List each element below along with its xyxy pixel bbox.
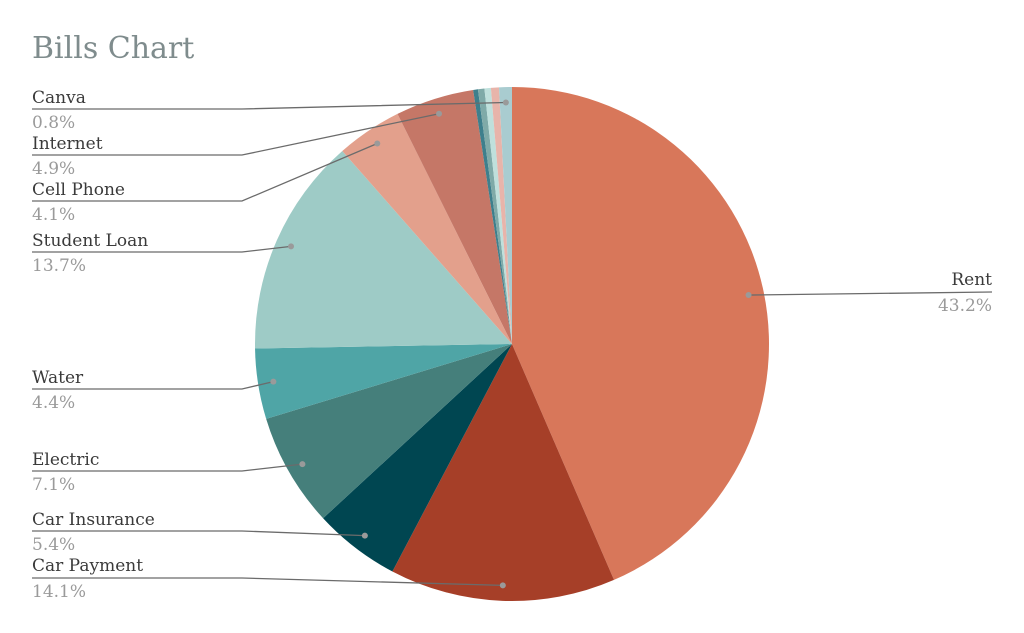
pie-slice-water bbox=[255, 344, 512, 419]
pie-slice-car-insurance bbox=[323, 344, 512, 572]
slice-label: Student Loan bbox=[32, 231, 148, 251]
pie-slice-unlabeled-11 bbox=[490, 87, 512, 344]
pie-slice-student-loan bbox=[255, 151, 513, 349]
slice-label: Internet bbox=[32, 134, 103, 154]
leader-line bbox=[748, 291, 993, 296]
pie-slice-canva bbox=[498, 87, 512, 344]
pie-slice-internet bbox=[397, 89, 512, 344]
slice-percent-label: 0.8% bbox=[32, 113, 75, 133]
leader-dot bbox=[299, 461, 306, 468]
pie-slice-rent bbox=[512, 87, 769, 580]
slice-percent-label: 4.9% bbox=[32, 159, 75, 179]
leader-line bbox=[32, 381, 274, 390]
slice-percent-label: 43.2% bbox=[938, 296, 992, 316]
slice-label: Canva bbox=[32, 88, 86, 108]
slice-percent-label: 7.1% bbox=[32, 475, 75, 495]
leader-line bbox=[32, 101, 506, 110]
leader-dot bbox=[270, 378, 277, 385]
pie-slice-car-payment bbox=[392, 344, 614, 601]
pie-slice-unlabeled-9 bbox=[477, 88, 512, 344]
slice-label: Water bbox=[32, 368, 84, 388]
leader-dot bbox=[745, 292, 752, 299]
leader-line bbox=[32, 245, 292, 253]
slice-percent-label: 13.7% bbox=[32, 256, 86, 276]
slice-percent-label: 4.4% bbox=[32, 393, 75, 413]
leader-dot bbox=[374, 140, 381, 147]
pie-slice-electric bbox=[266, 344, 512, 519]
pie-slice-unlabeled-8 bbox=[473, 89, 512, 344]
chart-title: Bills Chart bbox=[32, 31, 194, 66]
slice-percent-label: 4.1% bbox=[32, 205, 75, 225]
leader-line bbox=[32, 463, 303, 472]
slice-percent-label: 14.1% bbox=[32, 582, 86, 602]
leader-dot bbox=[499, 582, 506, 589]
leader-line bbox=[32, 577, 503, 587]
leader-dot bbox=[288, 243, 295, 250]
leader-line bbox=[32, 142, 378, 202]
slice-label: Rent bbox=[951, 270, 992, 290]
slice-label: Cell Phone bbox=[32, 180, 125, 200]
slice-label: Car Payment bbox=[32, 556, 143, 576]
slice-label: Car Insurance bbox=[32, 510, 155, 530]
leader-dot bbox=[502, 99, 509, 106]
pie-slice-unlabeled-10 bbox=[484, 87, 512, 345]
pie-slice-cell-phone bbox=[342, 113, 512, 344]
leader-dot bbox=[361, 532, 368, 539]
slice-percent-label: 5.4% bbox=[32, 535, 75, 555]
leader-line bbox=[32, 530, 365, 537]
slice-label: Electric bbox=[32, 450, 99, 470]
leader-line bbox=[32, 113, 440, 156]
leader-dot bbox=[436, 110, 443, 117]
